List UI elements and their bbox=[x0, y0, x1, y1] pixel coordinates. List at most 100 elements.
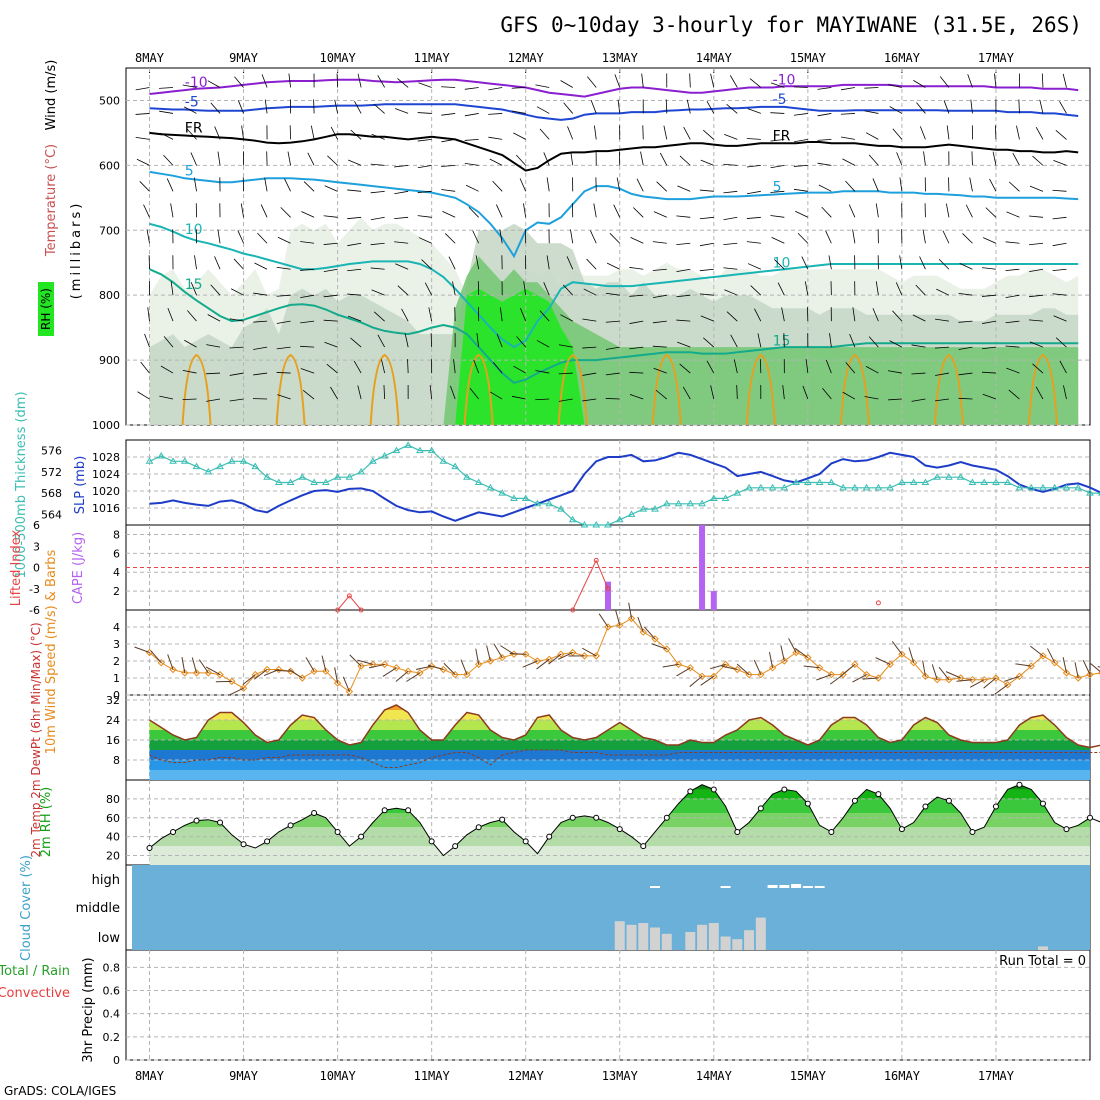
rh-legend-swatch bbox=[38, 282, 54, 336]
wind-barb bbox=[958, 372, 973, 376]
wind-barb bbox=[241, 125, 244, 140]
wind-barb bbox=[536, 340, 550, 348]
cape-tick-label: 4 bbox=[113, 566, 120, 579]
wind-barb bbox=[1029, 268, 1044, 273]
wind-speed-marker bbox=[1051, 658, 1059, 667]
date-label-top: 16MAY bbox=[884, 51, 921, 65]
warm-contour bbox=[557, 353, 588, 426]
footer-credit: GrADS: COLA/IGES bbox=[4, 1084, 116, 1098]
wind-barb bbox=[1005, 345, 1020, 348]
wind-barb bbox=[1029, 341, 1044, 348]
wind-speed-marker bbox=[686, 664, 695, 672]
isotherm-line bbox=[149, 78, 1079, 98]
thickness-marker bbox=[451, 462, 460, 470]
wind-barb bbox=[407, 359, 409, 374]
thickness-marker bbox=[615, 515, 624, 523]
rh-band bbox=[149, 798, 1090, 814]
wind-speed-marker bbox=[627, 614, 636, 623]
wind-barb bbox=[1059, 101, 1067, 114]
wind-barb bbox=[841, 87, 855, 91]
precip-tick-label: 0 bbox=[113, 1054, 120, 1067]
surface-wind-barb bbox=[415, 665, 432, 670]
surface-wind-barb bbox=[700, 675, 715, 686]
wind-barb bbox=[441, 86, 456, 88]
thickness-marker bbox=[333, 473, 342, 480]
thickness-marker bbox=[474, 478, 483, 485]
panel-frame-wind bbox=[125, 609, 1091, 696]
wind-barb bbox=[699, 293, 714, 296]
thickness-marker bbox=[463, 473, 471, 480]
wind-barb bbox=[652, 241, 667, 244]
wind-barb bbox=[394, 241, 409, 244]
wind-speed-marker bbox=[710, 672, 718, 681]
wind-barb bbox=[535, 84, 550, 88]
chart-title: GFS 0~10day 3-hourly for MAYIWANE (31.5E… bbox=[500, 13, 1082, 37]
wind-barb bbox=[253, 292, 268, 296]
wind-barb bbox=[614, 74, 621, 88]
li-tick-label: 0 bbox=[33, 562, 40, 575]
thickness-marker bbox=[592, 521, 601, 528]
thickness-marker bbox=[486, 483, 495, 491]
thickness-marker bbox=[756, 483, 765, 491]
thickness-marker bbox=[321, 478, 330, 485]
panel-frame-precip bbox=[125, 949, 1091, 1061]
wind-barb bbox=[916, 102, 926, 114]
rh-marker bbox=[170, 828, 177, 835]
wind-barb bbox=[441, 164, 456, 167]
thickness-marker bbox=[204, 467, 213, 475]
wind-speed-marker bbox=[745, 670, 753, 679]
thickness-marker bbox=[1050, 483, 1059, 491]
surface-wind-barb bbox=[994, 684, 1009, 695]
wind-barb bbox=[496, 333, 503, 348]
wind-barb bbox=[818, 184, 832, 192]
li-tick-label: -3 bbox=[29, 583, 40, 596]
wind-barb bbox=[958, 320, 973, 323]
surface-wind-barb bbox=[908, 647, 915, 663]
surface-wind-barb bbox=[956, 679, 973, 682]
wind-barb bbox=[560, 80, 573, 88]
surface-wind-barb bbox=[368, 663, 385, 669]
wind-barb bbox=[190, 152, 197, 166]
wind-barb bbox=[663, 125, 668, 140]
wind-barb bbox=[323, 242, 338, 245]
wind-barb bbox=[194, 255, 197, 270]
wind-barb bbox=[895, 282, 903, 296]
wind-barb bbox=[1016, 125, 1020, 140]
rh-marker bbox=[264, 838, 271, 845]
wind-speed-marker bbox=[310, 667, 318, 675]
wind-barb bbox=[473, 359, 480, 374]
wind-barb bbox=[759, 359, 762, 374]
wind-barb bbox=[934, 346, 949, 349]
wind-barb bbox=[336, 73, 339, 88]
wind-barb bbox=[848, 204, 856, 218]
wind-barb bbox=[229, 346, 244, 349]
wind-barb bbox=[899, 255, 903, 270]
surface-wind-barb bbox=[1047, 648, 1056, 663]
wind-barb bbox=[781, 307, 785, 322]
wind-barb bbox=[288, 73, 291, 88]
wind-barb bbox=[350, 129, 362, 140]
cloud-low-bar bbox=[650, 927, 661, 950]
warm-contour bbox=[369, 353, 400, 426]
rh-marker bbox=[522, 838, 529, 845]
thickness-marker bbox=[568, 515, 577, 523]
thickness-marker bbox=[839, 483, 848, 491]
wind-barb bbox=[782, 385, 785, 400]
wind-barb bbox=[539, 310, 550, 322]
wind-speed-marker bbox=[992, 674, 1000, 682]
temp-band bbox=[149, 710, 1090, 720]
rh-tick-label: 80 bbox=[106, 793, 120, 806]
wind-barb bbox=[939, 76, 950, 88]
cape-bar bbox=[710, 591, 717, 610]
wind-barb bbox=[630, 237, 644, 244]
pressure-tick-label: 1000 bbox=[92, 419, 120, 432]
wind-barb bbox=[676, 294, 691, 298]
wind-barb bbox=[875, 203, 879, 218]
surface-wind-barb bbox=[357, 659, 374, 665]
wind-barb bbox=[797, 232, 809, 244]
wind-barb bbox=[817, 113, 832, 117]
li-marker bbox=[346, 593, 352, 599]
wind-barb bbox=[450, 385, 456, 400]
wind-barb bbox=[935, 318, 949, 322]
cloud-tick-label: high bbox=[92, 873, 120, 888]
